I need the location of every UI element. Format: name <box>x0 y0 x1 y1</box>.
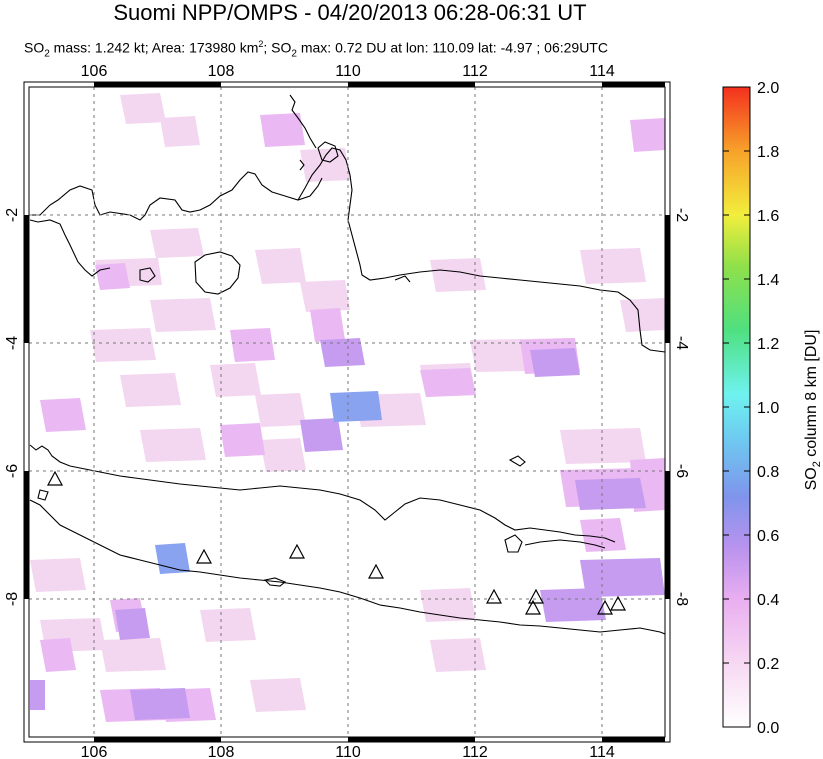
volcano-triangle <box>46 470 64 486</box>
colorbar-tick-label: 1.0 <box>757 400 779 417</box>
lon-tick-label: 112 <box>462 744 488 759</box>
coastlines <box>29 94 665 635</box>
volcano-triangle <box>527 588 545 604</box>
lon-tick-label: 108 <box>208 63 235 80</box>
colorbar-tick-label: 0.2 <box>757 656 779 673</box>
colorbar-tick-label: 1.2 <box>757 336 779 353</box>
volcano-triangle <box>367 563 385 579</box>
map-subtitle: SO2 mass: 1.242 kt; Area: 173980 km2; SO… <box>24 39 608 60</box>
lon-tick-label: 106 <box>81 744 108 759</box>
lon-tick-label: 112 <box>462 63 488 80</box>
lat-tick-label: -8 <box>4 592 21 606</box>
colorbar-tick-label: 0.8 <box>757 464 779 481</box>
so2-max-label: ; SO <box>263 39 292 56</box>
lat-labels-left: -2 -4 -6 -8 <box>4 208 21 606</box>
colorbar-title: SO2 column 8 km [DU] <box>803 330 823 491</box>
so2-mass-label: SO <box>24 39 45 56</box>
map-title: Suomi NPP/OMPS - 04/20/2013 06:28-06:31 … <box>113 0 587 25</box>
lat-tick-label: -8 <box>673 592 690 606</box>
lon-tick-label: 110 <box>335 63 361 80</box>
colorbar-title-rest: column 8 km [DU] <box>803 330 820 462</box>
lon-tick-label: 114 <box>589 63 615 80</box>
colorbar-tick-label: 1.4 <box>757 272 779 289</box>
colorbar: 2.0 1.8 1.6 1.4 1.2 1.0 0.8 0.6 0.4 0.2 … <box>722 80 823 737</box>
so2-mass-area: mass: 1.242 kt; Area: 173980 km <box>49 39 259 56</box>
lat-tick-label: -4 <box>673 336 690 350</box>
colorbar-tick-label: 2.0 <box>757 80 779 97</box>
colorbar-tick-label: 0.6 <box>757 528 779 545</box>
lon-labels-top: 106 108 110 112 114 <box>81 63 615 80</box>
lon-tick-label: 114 <box>589 744 615 759</box>
colorbar-tick-label: 1.8 <box>757 144 779 161</box>
lon-tick-label: 106 <box>81 63 108 80</box>
lat-tick-label: -2 <box>673 208 690 222</box>
colorbar-tick-label: 0.0 <box>757 720 779 737</box>
lon-labels-bottom: 106 108 110 112 114 <box>81 744 615 759</box>
colorbar-title-sub: 2 <box>811 461 823 467</box>
lat-tick-label: -2 <box>4 208 21 222</box>
volcano-triangle <box>288 543 306 559</box>
lon-tick-label: 110 <box>335 744 361 759</box>
lat-tick-label: -4 <box>4 336 21 350</box>
map-frame <box>23 81 671 743</box>
so2-pixel-layer <box>30 93 665 722</box>
lat-tick-label: -6 <box>673 464 690 478</box>
lat-labels-right: -2 -4 -6 -8 <box>673 208 690 606</box>
volcano-triangle <box>195 548 213 564</box>
volcano-triangle <box>524 599 542 615</box>
volcano-triangle <box>596 599 614 615</box>
colorbar-tick-label: 0.4 <box>757 592 779 609</box>
area-superscript: 2 <box>258 39 264 49</box>
volcano-triangle <box>609 595 627 611</box>
lat-tick-label: -6 <box>4 464 21 478</box>
lon-tick-label: 108 <box>208 744 235 759</box>
graticule <box>29 87 665 737</box>
colorbar-tick-label: 1.6 <box>757 208 779 225</box>
so2-max-info: max: 0.72 DU at lon: 110.09 lat: -4.97 ;… <box>296 39 608 56</box>
volcano-markers <box>46 470 627 615</box>
colorbar-title-prefix: SO <box>803 467 820 490</box>
volcano-triangle <box>485 588 503 604</box>
